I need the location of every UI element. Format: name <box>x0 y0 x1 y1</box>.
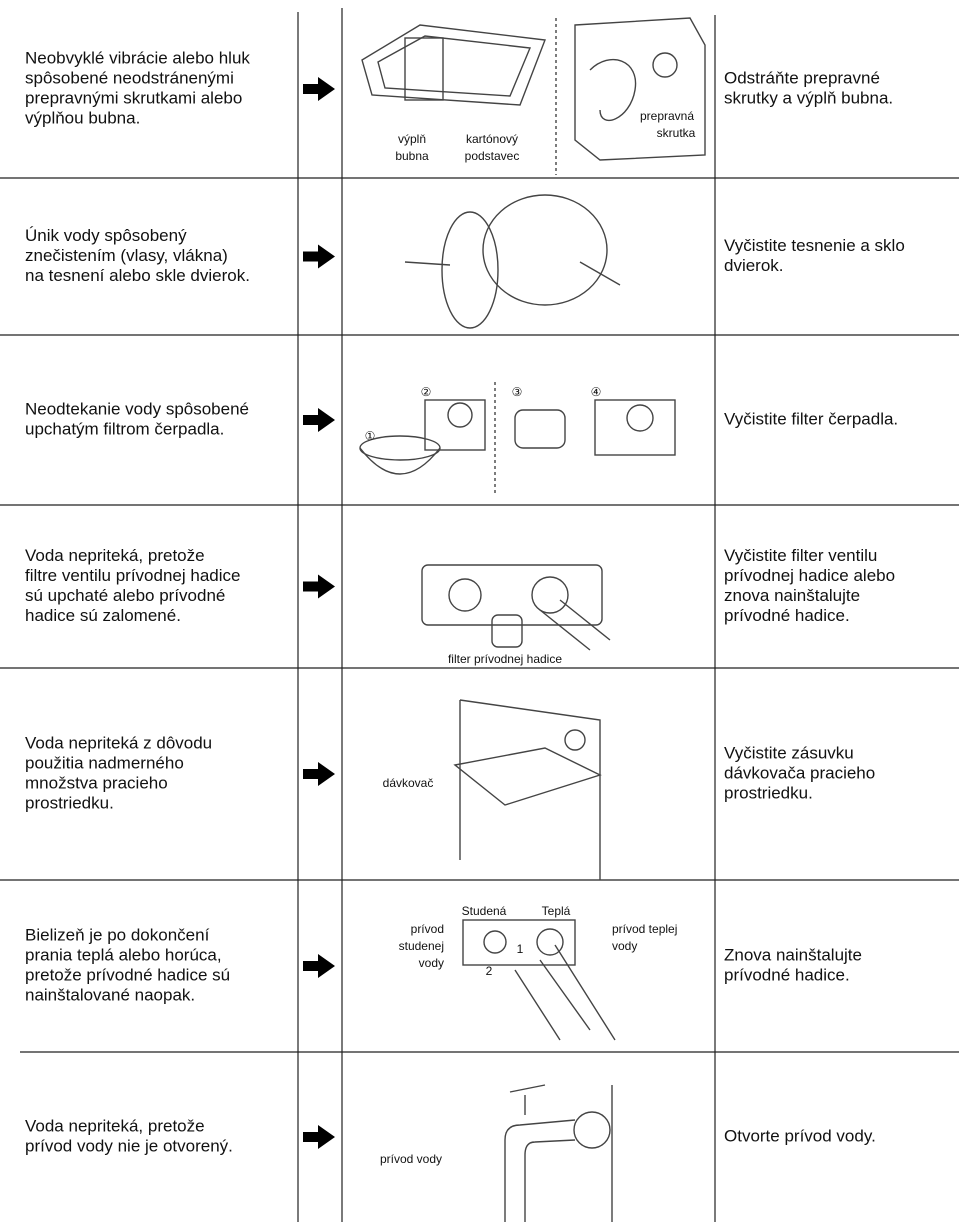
figure-label: podstavec <box>465 149 520 163</box>
problem-line: Voda nepriteká, pretože <box>25 1116 205 1135</box>
figure-label: 2 <box>486 964 493 978</box>
figure-label: prívod teplej <box>612 922 677 936</box>
solution-line: Vyčistite filter ventilu <box>724 546 877 565</box>
problem-line: Neodtekanie vody spôsobené <box>25 399 249 418</box>
problem-line: znečistením (vlasy, vlákna) <box>25 246 228 265</box>
solution-line: Vyčistite tesnenie a sklo <box>724 236 905 255</box>
arrow <box>303 77 335 101</box>
arrow <box>303 574 335 599</box>
figure-label: dávkovač <box>383 776 434 790</box>
figure-label: filter prívodnej hadice <box>448 652 562 666</box>
figure-label: skrutka <box>657 126 696 140</box>
solution-line: Odstráňte prepravné <box>724 68 880 87</box>
solution-line: Otvorte prívod vody. <box>724 1126 876 1145</box>
arrow <box>303 244 335 269</box>
problem-line: spôsobené neodstránenými <box>25 68 234 87</box>
solution-line: prostriedku. <box>724 783 813 802</box>
figure-label: prívod vody <box>380 1152 442 1166</box>
problem-line: Bielizeň je po dokončení <box>25 925 210 944</box>
figure-label: ② <box>421 385 432 399</box>
problem-line: Únik vody spôsobený <box>25 226 187 245</box>
problem-line: Neobvyklé vibrácie alebo hluk <box>25 48 250 67</box>
figure-label: ③ <box>512 385 523 399</box>
problem-line: sú upchaté alebo prívodné <box>25 586 225 605</box>
figure-label: ④ <box>591 385 602 399</box>
problem-line: nainštalované naopak. <box>25 985 195 1004</box>
solution-line: prívodné hadice. <box>724 965 850 984</box>
problem-line: použitia nadmerného <box>25 753 184 772</box>
problem-line: upchatým filtrom čerpadla. <box>25 419 224 438</box>
problem-line: prania teplá alebo horúca, <box>25 945 222 964</box>
problem-line: výplňou bubna. <box>25 108 140 127</box>
problem-line: prepravnými skrutkami alebo <box>25 88 242 107</box>
solution-line: Vyčistite zásuvku <box>724 743 854 762</box>
problem-line: Voda nepriteká z dôvodu <box>25 733 212 752</box>
solution-line: znova nainštalujte <box>724 586 860 605</box>
arrow <box>303 954 335 978</box>
solution-line: prívodnej hadice alebo <box>724 566 895 585</box>
arrow <box>303 408 335 432</box>
problem-line: na tesnení alebo skle dvierok. <box>25 266 250 285</box>
solution-line: skrutky a výplň bubna. <box>724 88 893 107</box>
figure-label: ① <box>365 429 376 443</box>
problem-line: filtre ventilu prívodnej hadice <box>25 566 240 585</box>
problem-line: prostriedku. <box>25 793 114 812</box>
problem-line: množstva pracieho <box>25 773 168 792</box>
figure-label: kartónový <box>466 132 518 146</box>
problem-line: Voda nepriteká, pretože <box>25 546 205 565</box>
figure-label: vody <box>419 956 444 970</box>
problem-line: pretože prívodné hadice sú <box>25 965 230 984</box>
problem-line: prívod vody nie je otvorený. <box>25 1136 233 1155</box>
figure-label: 1 <box>517 942 524 956</box>
figure-label: Teplá <box>542 904 571 918</box>
figure-label: bubna <box>395 149 429 163</box>
figure-label: prívod <box>411 922 444 936</box>
figure-label: studenej <box>399 939 444 953</box>
solution-line: dvierok. <box>724 256 784 275</box>
solution-line: dávkovača pracieho <box>724 763 875 782</box>
figure-label: prepravná <box>640 109 694 123</box>
arrow <box>303 1125 335 1149</box>
grid <box>0 8 959 1222</box>
arrow <box>303 762 335 786</box>
problem-line: hadice sú zalomené. <box>25 606 181 625</box>
solution-line: Znova nainštalujte <box>724 945 862 964</box>
illustrations <box>359 17 706 1222</box>
solution-line: prívodné hadice. <box>724 606 850 625</box>
figure-label: vody <box>612 939 637 953</box>
figure-label: výplň <box>398 132 426 146</box>
solution-line: Vyčistite filter čerpadla. <box>724 409 898 428</box>
figure-label: Studená <box>462 904 507 918</box>
